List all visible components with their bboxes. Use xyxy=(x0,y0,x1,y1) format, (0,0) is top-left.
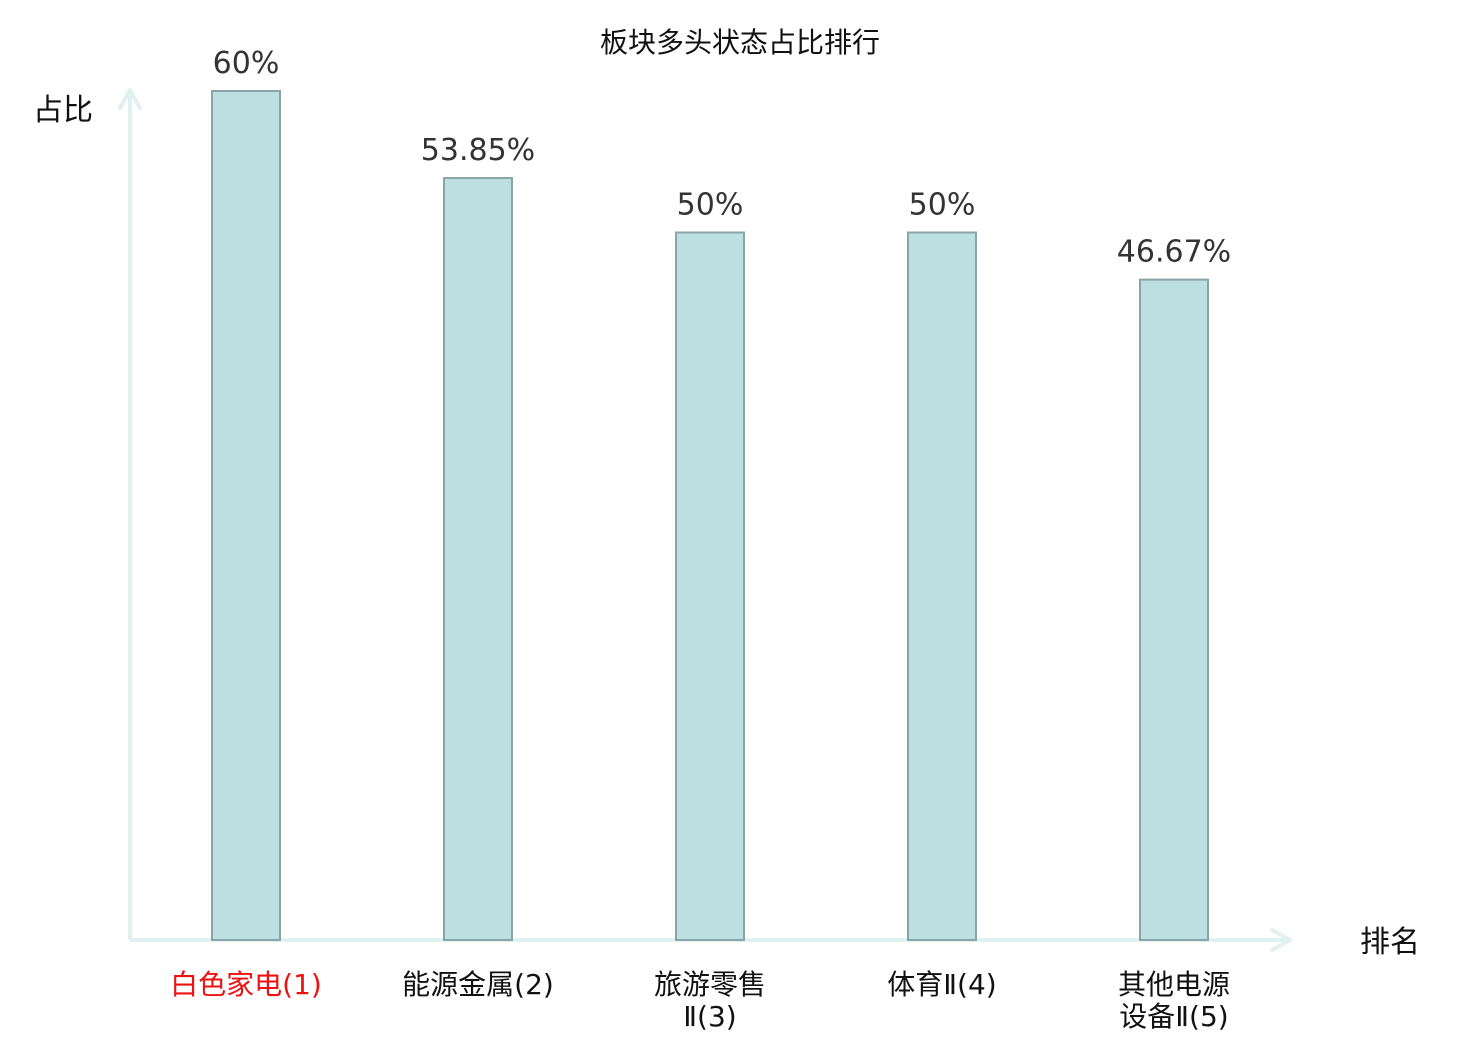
x-axis-label: 排名 xyxy=(1360,925,1420,960)
bar xyxy=(675,231,745,941)
category-label: 体育Ⅱ(4) xyxy=(887,968,996,1001)
y-axis-arrow-icon xyxy=(118,88,142,110)
value-label: 50% xyxy=(677,188,744,223)
bar xyxy=(907,231,977,941)
category-label: 旅游零售 xyxy=(654,968,766,1001)
category-label: 白色家电(1) xyxy=(170,968,322,1001)
chart-title: 板块多头状态占比排行 xyxy=(600,26,880,59)
category-label: Ⅱ(3) xyxy=(683,1000,736,1033)
y-axis-label: 占比 xyxy=(33,93,93,128)
bar xyxy=(1139,278,1209,941)
value-label: 53.85% xyxy=(421,133,535,168)
category-label: 能源金属(2) xyxy=(402,968,554,1001)
category-label: 设备Ⅱ(5) xyxy=(1119,1000,1228,1033)
bar xyxy=(211,90,281,941)
bars-group xyxy=(211,90,1209,941)
bar xyxy=(443,177,513,941)
value-labels-group: 60% 53.85% 50% 50% 46.67% xyxy=(213,46,1232,270)
value-label: 50% xyxy=(909,188,976,223)
x-axis-arrow-icon xyxy=(1270,928,1292,952)
value-label: 60% xyxy=(213,46,280,81)
value-label: 46.67% xyxy=(1117,235,1231,270)
category-label: 其他电源 xyxy=(1118,968,1230,1001)
